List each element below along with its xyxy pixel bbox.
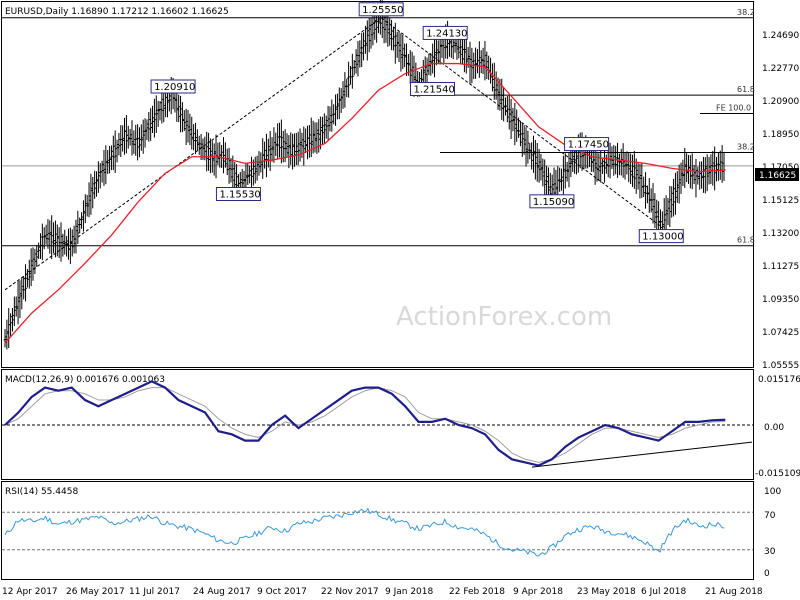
macd-y-tick: 0.00 xyxy=(764,423,784,433)
x-tick: 24 Aug 2017 xyxy=(193,587,251,597)
x-tick: 6 Jul 2018 xyxy=(641,587,686,597)
price-callout-box xyxy=(422,25,468,40)
price-y-tick: 1.11275 xyxy=(762,262,799,272)
price-callout-label: 1.17450 xyxy=(568,140,609,151)
price-level-label: 38.2 xyxy=(737,8,755,17)
price-callout-box xyxy=(529,194,575,209)
macd-line xyxy=(4,380,726,467)
price-callout-label: 1.13000 xyxy=(642,232,683,243)
macd-panel-frame xyxy=(1,369,754,480)
trend-lines xyxy=(4,17,662,291)
macd-y-tick: -0.015109 xyxy=(755,469,800,479)
price-callout-label: 1.20910 xyxy=(154,82,195,93)
rsi-y-tick: 100 xyxy=(764,487,781,497)
price-callout-box xyxy=(564,137,610,152)
x-tick: 9 Oct 2017 xyxy=(257,587,307,597)
price-y-tick: 1.24690 xyxy=(762,31,799,41)
ohlc-bars xyxy=(3,0,726,350)
price-y-tick: 1.07425 xyxy=(762,328,799,338)
price-callout-label: 1.25550 xyxy=(362,5,403,16)
macd-y-tick: 0.015176 xyxy=(758,375,800,385)
price-callout-label: 1.21540 xyxy=(414,85,455,96)
rsi-panel-frame xyxy=(1,481,754,580)
price-callout-box xyxy=(638,229,684,244)
watermark: ActionForex.com xyxy=(396,302,612,332)
x-tick: 21 Aug 2018 xyxy=(705,587,763,597)
x-tick: 12 Apr 2017 xyxy=(2,587,58,597)
rsi-y-tick: 70 xyxy=(764,511,776,521)
x-tick: 22 Feb 2018 xyxy=(449,587,505,597)
moving-average xyxy=(4,62,726,344)
rsi-lines xyxy=(2,507,753,557)
price-y-tick: 1.13200 xyxy=(762,229,799,239)
price-callout-box xyxy=(358,2,404,17)
last-price-tag xyxy=(755,168,799,181)
price-y-tick: 1.05555 xyxy=(762,361,799,371)
x-axis: 12 Apr 2017 26 May 2017 11 Jul 2017 24 A… xyxy=(2,587,763,597)
price-y-tick: 1.15125 xyxy=(762,196,799,206)
x-tick: 22 Nov 2017 xyxy=(321,587,379,597)
x-tick: 9 Jan 2018 xyxy=(385,587,433,597)
price-callout-label: 1.15090 xyxy=(533,197,574,208)
price-y-axis: 1.24690 1.22770 1.20900 1.18950 1.17050 … xyxy=(762,31,799,371)
macd-trend-line xyxy=(531,441,753,468)
price-callouts: 1.25550 1.24130 1.20910 1.21540 1.15530 1.174… xyxy=(150,2,684,244)
rsi-y-tick: 30 xyxy=(764,547,776,557)
price-y-tick: 1.20900 xyxy=(762,97,799,107)
price-level-label: FE 100.0 xyxy=(716,103,751,112)
price-callout-box xyxy=(215,187,261,202)
price-panel-frame xyxy=(1,1,754,368)
price-chart-title: EURUSD,Daily 1.16890 1.17212 1.16602 1.1… xyxy=(5,7,229,17)
last-price-label: 1.16625 xyxy=(759,171,796,181)
price-callout-label: 1.24130 xyxy=(426,28,467,39)
price-callout-label: 1.15530 xyxy=(219,190,260,201)
moving-average-line xyxy=(4,62,726,344)
rsi-line xyxy=(4,507,725,557)
price-callout-box xyxy=(410,82,456,97)
price-y-tick: 1.09350 xyxy=(762,295,799,305)
price-levels: 38.2 61.8 FE 100.0 38.2 61.8 xyxy=(2,8,755,247)
price-y-tick: 1.22770 xyxy=(762,64,799,74)
x-tick: 11 Jul 2017 xyxy=(129,587,180,597)
trend-line xyxy=(4,17,382,291)
macd-signal-line xyxy=(4,387,726,463)
price-y-tick: 1.18950 xyxy=(762,130,799,140)
price-level-label: 38.2 xyxy=(737,143,755,152)
macd-lines xyxy=(2,380,753,468)
trend-line xyxy=(380,17,662,227)
x-tick: 23 May 2018 xyxy=(577,587,636,597)
x-tick: 9 Apr 2018 xyxy=(513,587,563,597)
rsi-y-tick: 0 xyxy=(764,569,770,579)
price-level-label: 61.8 xyxy=(737,85,755,94)
macd-title: MACD(12,26,9) 0.001676 0.001063 xyxy=(5,375,165,385)
x-tick: 26 May 2017 xyxy=(66,587,125,597)
price-level-label: 61.8 xyxy=(737,236,755,245)
price-callout-box xyxy=(150,79,196,94)
rsi-title: RSI(14) 55.4458 xyxy=(5,487,78,497)
